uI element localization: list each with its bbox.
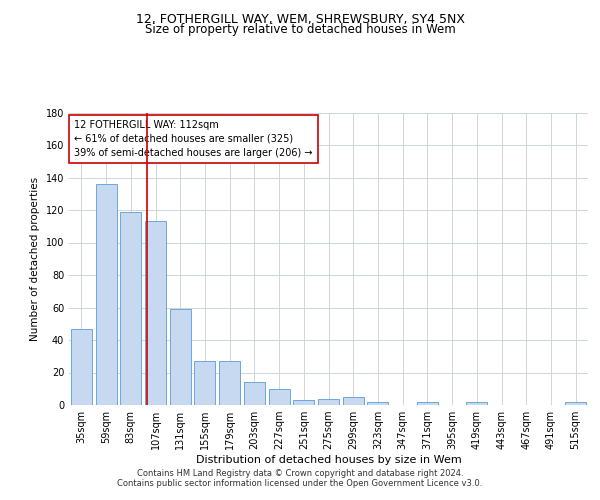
- X-axis label: Distribution of detached houses by size in Wem: Distribution of detached houses by size …: [196, 455, 461, 465]
- Bar: [194, 361, 215, 405]
- Bar: [244, 382, 265, 405]
- Bar: [269, 389, 290, 405]
- Bar: [120, 212, 141, 405]
- Text: 12, FOTHERGILL WAY, WEM, SHREWSBURY, SY4 5NX: 12, FOTHERGILL WAY, WEM, SHREWSBURY, SY4…: [136, 12, 464, 26]
- Text: Contains public sector information licensed under the Open Government Licence v3: Contains public sector information licen…: [118, 478, 482, 488]
- Bar: [565, 402, 586, 405]
- Bar: [343, 397, 364, 405]
- Bar: [71, 328, 92, 405]
- Bar: [466, 402, 487, 405]
- Bar: [417, 402, 438, 405]
- Bar: [293, 400, 314, 405]
- Bar: [145, 222, 166, 405]
- Text: Contains HM Land Registry data © Crown copyright and database right 2024.: Contains HM Land Registry data © Crown c…: [137, 468, 463, 477]
- Bar: [367, 402, 388, 405]
- Text: 12 FOTHERGILL WAY: 112sqm
← 61% of detached houses are smaller (325)
39% of semi: 12 FOTHERGILL WAY: 112sqm ← 61% of detac…: [74, 120, 313, 158]
- Bar: [318, 398, 339, 405]
- Bar: [170, 309, 191, 405]
- Bar: [219, 361, 240, 405]
- Bar: [95, 184, 116, 405]
- Text: Size of property relative to detached houses in Wem: Size of property relative to detached ho…: [145, 22, 455, 36]
- Y-axis label: Number of detached properties: Number of detached properties: [30, 176, 40, 341]
